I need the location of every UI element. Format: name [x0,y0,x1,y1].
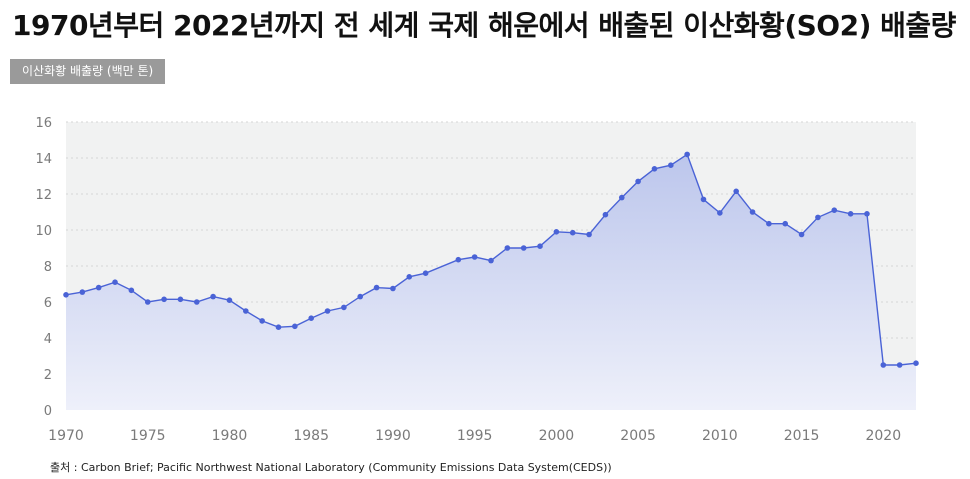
data-point [373,284,380,291]
data-point [717,210,723,216]
data-point [504,245,511,251]
data-point [749,209,756,215]
data-point [651,166,658,172]
data-point [798,231,805,238]
data-point [913,360,919,367]
x-ticks: 1970 1975 1980 1985 1990 1995 2000 2005 2010 2015… [48,428,901,444]
data-point [880,362,887,368]
data-point [226,297,233,304]
data-point [602,211,609,218]
data-point [831,207,838,213]
data-point [684,151,690,158]
data-point [847,211,854,217]
area-fill [66,154,916,410]
data-point [259,318,265,324]
data-point [292,323,298,330]
x-tick-label: 2020 [865,428,901,444]
x-tick-label: 2005 [620,428,656,444]
data-point [406,274,413,280]
y-tick-label: 8 [44,260,52,275]
data-point [815,214,821,221]
data-point [357,293,364,300]
data-point [112,279,118,286]
y-tick-label: 2 [44,368,52,383]
data-point [161,296,167,303]
data-point [569,229,576,236]
data-point [193,299,200,305]
data-point [422,270,429,277]
data-point [177,296,184,303]
data-point [341,304,347,311]
data-point [210,293,216,300]
y-axis-label: 이산화황 배출량 (백만 톤) [10,59,166,84]
data-point [144,299,151,305]
y-tick-label: 14 [35,152,52,167]
data-point [766,220,772,227]
data-point [275,324,282,331]
data-point [668,162,674,168]
data-point [700,196,707,203]
data-point [537,243,543,249]
data-point [390,285,396,292]
y-tick-label: 12 [35,188,52,203]
data-point [308,315,314,322]
data-point [63,292,69,298]
x-tick-label: 1990 [375,428,411,444]
data-point [635,178,641,185]
data-point [471,254,478,260]
x-tick-label: 1975 [130,428,166,444]
y-tick-label: 6 [44,296,52,311]
x-tick-label: 1970 [48,428,84,444]
data-point [618,194,625,201]
data-point [520,245,527,251]
source-note: 출처 : Carbon Brief; Pacific Northwest Nat… [50,461,612,474]
data-point [243,308,249,314]
data-point [79,289,86,295]
y-tick-label: 16 [35,116,52,131]
data-point [896,362,903,368]
data-point [782,220,789,227]
x-tick-label: 2015 [784,428,820,444]
y-ticks: 0 2 4 6 8 10 12 14 16 [35,116,52,419]
y-tick-label: 10 [35,224,52,239]
data-point [95,284,102,291]
data-point [128,287,135,294]
y-tick-label: 0 [44,404,52,419]
y-tick-label: 4 [44,332,52,347]
series-line [65,153,917,366]
data-point [586,231,592,238]
data-point [488,257,494,264]
data-point [553,229,560,235]
data-points [63,151,919,368]
x-tick-label: 2010 [702,428,738,444]
x-tick-label: 1995 [457,428,493,444]
x-tick-label: 1985 [293,428,329,444]
x-tick-label: 1980 [212,428,248,444]
data-point [733,188,739,195]
data-point [455,256,462,263]
data-point [324,308,331,314]
chart-title: 1970년부터 2022년까지 전 세계 국제 해운에서 배출된 이산화황(SO… [12,9,956,42]
data-point [864,211,870,217]
x-tick-label: 2000 [539,428,575,444]
